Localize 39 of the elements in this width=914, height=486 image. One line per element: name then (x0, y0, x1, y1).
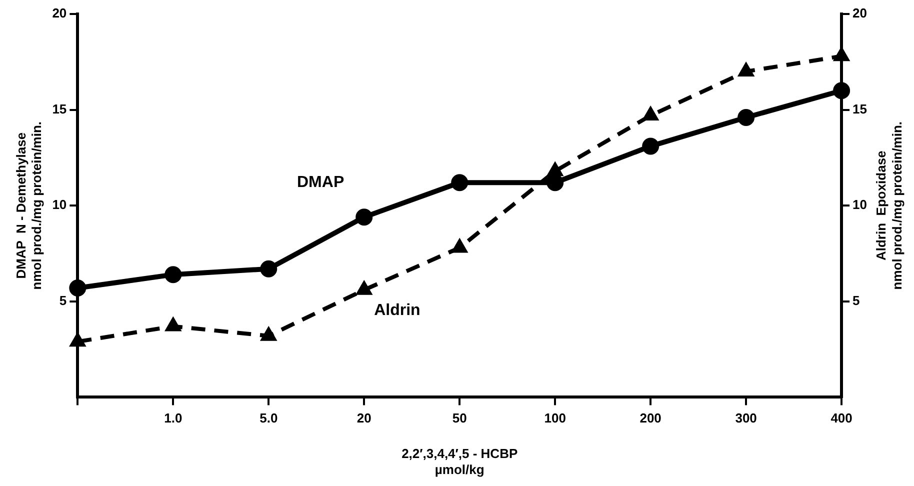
x-tick-label: 1.0 (164, 410, 182, 426)
y-tick-label: 5 (59, 292, 67, 308)
point (642, 138, 660, 155)
point (738, 108, 755, 126)
point (833, 82, 850, 100)
point (356, 282, 372, 295)
point (164, 266, 182, 284)
point (738, 63, 754, 76)
y-tick-label: 10 (52, 197, 67, 212)
point (70, 334, 85, 347)
x-tick-label: 200 (640, 410, 662, 426)
point (69, 279, 86, 296)
x-tick-label: 100 (544, 410, 566, 426)
point (356, 208, 373, 226)
point (548, 163, 562, 176)
y2-tick-label: 10 (852, 197, 868, 212)
x-tick-label: 300 (735, 410, 757, 426)
y-axis-title: DMAP N - Demethylase nmol prod./mg protein/min. (13, 121, 44, 290)
point (546, 174, 564, 192)
y2-axis-title: Aldrin Epoxidase nmol prod./mg protein/min. (874, 121, 905, 290)
x-tick-label: 50 (452, 410, 467, 426)
series-label: Aldrin (374, 302, 420, 319)
x-axis-title: 2,2′,3,4,4′,5 - HCBP µmol/kg (402, 446, 518, 477)
y2-tick-label: 15 (852, 101, 868, 116)
x-tick-label: 5.0 (260, 410, 278, 426)
point (260, 260, 278, 278)
point (452, 240, 467, 253)
y2-tick-label: 5 (852, 292, 860, 308)
y-tick-label: 20 (52, 6, 67, 21)
point (261, 328, 276, 341)
point (643, 108, 658, 121)
point (834, 48, 849, 62)
x-tick-label: 400 (830, 410, 852, 426)
series-label: DMAP (297, 174, 344, 192)
point (451, 174, 468, 192)
point (166, 318, 180, 332)
y-tick-label: 15 (52, 101, 67, 116)
x-tick-label: 20 (356, 410, 372, 426)
y2-tick-label: 20 (852, 6, 868, 21)
